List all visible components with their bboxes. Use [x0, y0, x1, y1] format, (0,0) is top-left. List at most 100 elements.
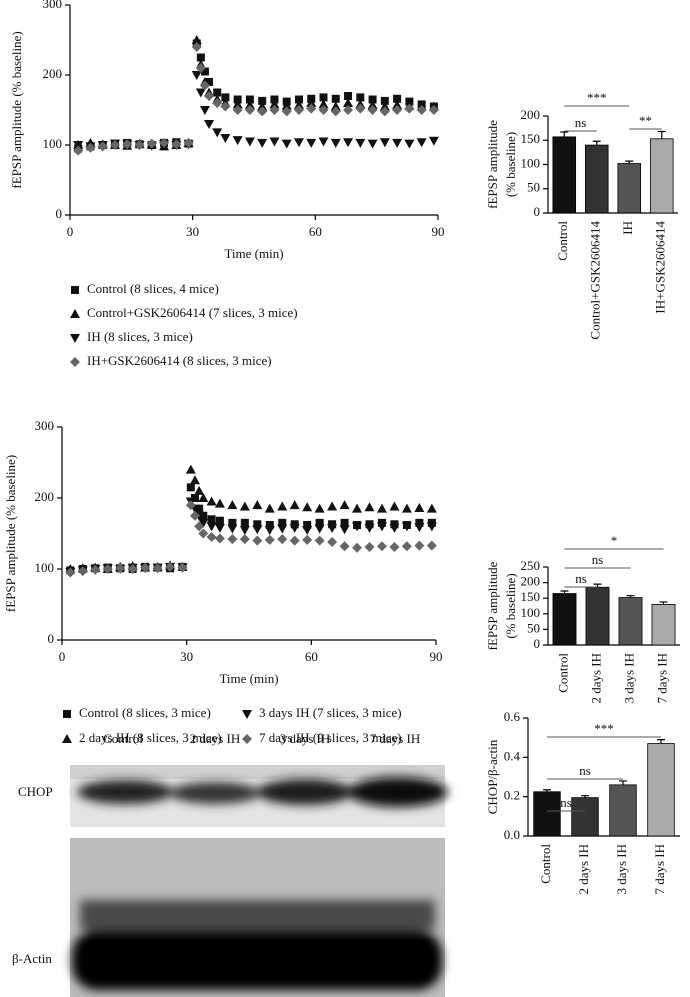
- error-bar: [560, 131, 569, 137]
- y-axis-label: (% baseline): [503, 573, 518, 638]
- x-tick-label: 90: [430, 649, 443, 664]
- data-point: [416, 138, 427, 148]
- data-point: [206, 522, 217, 532]
- data-point: [257, 106, 268, 117]
- data-point: [331, 94, 340, 103]
- x-tick-label: 60: [309, 224, 322, 239]
- data-point: [339, 541, 350, 552]
- significance-label: ns: [575, 115, 587, 130]
- lane-label: Control: [103, 731, 143, 746]
- legend-label: Control+GSK2606414 (7 slices, 3 mice): [87, 305, 298, 320]
- data-point: [244, 137, 255, 147]
- data-point: [318, 105, 329, 115]
- data-point: [340, 518, 349, 527]
- legend-label: 2 days IH (8 slices, 3 mice): [79, 730, 222, 745]
- data-point: [200, 67, 209, 76]
- lane-label: 3 days IH: [280, 731, 331, 746]
- data-point: [281, 139, 292, 149]
- data-point: [264, 503, 275, 513]
- data-point: [389, 501, 400, 511]
- data-point: [257, 101, 268, 111]
- data-point: [214, 533, 225, 544]
- data-point: [214, 498, 225, 508]
- bar: [552, 136, 577, 214]
- data-point: [355, 138, 366, 148]
- legend-marker: [70, 357, 80, 367]
- data-point: [380, 96, 389, 105]
- data-point: [212, 98, 223, 108]
- legend-marker: [71, 286, 79, 294]
- data-point: [213, 88, 222, 97]
- data-point: [294, 95, 303, 104]
- data-point: [252, 525, 263, 535]
- y-tick-label: 0.2: [504, 788, 520, 803]
- x-tick-label: 3 days IH: [621, 653, 636, 704]
- y-tick-label: 0: [56, 206, 63, 221]
- data-point: [376, 522, 387, 532]
- error-bar: [543, 789, 551, 792]
- y-tick-label: 100: [35, 560, 55, 575]
- data-point: [364, 502, 375, 512]
- y-tick-label: 0.0: [504, 827, 520, 842]
- data-point: [293, 138, 304, 148]
- bar: [651, 604, 676, 646]
- data-point: [199, 106, 210, 115]
- x-tick-label: Control: [555, 221, 570, 261]
- bar: [649, 138, 674, 214]
- data-point: [330, 106, 341, 117]
- data-point: [277, 524, 288, 534]
- x-tick-label: Control+GSK2606414: [588, 221, 603, 340]
- data-point: [252, 500, 263, 510]
- y-tick-label: 0.6: [504, 709, 521, 724]
- significance-label: ***: [587, 90, 607, 105]
- data-point: [318, 137, 329, 147]
- data-point: [293, 105, 304, 115]
- data-point: [404, 103, 415, 114]
- data-point: [269, 99, 280, 109]
- y-tick-label: 0: [534, 204, 541, 219]
- data-point: [352, 522, 363, 532]
- row-label: β-Actin: [12, 951, 52, 966]
- data-point: [205, 78, 214, 86]
- data-point: [73, 141, 84, 150]
- y-axis-label: fEPSP amplitude (% baseline): [3, 455, 18, 612]
- data-point: [392, 138, 403, 148]
- data-point: [240, 518, 249, 527]
- western-blot: Control 2 days IH 3 days IH 7 days IH CH…: [12, 731, 448, 997]
- data-point: [289, 523, 300, 533]
- data-point: [319, 93, 328, 102]
- data-point: [227, 524, 238, 534]
- data-point: [303, 520, 312, 529]
- data-point: [185, 500, 196, 511]
- error-bar: [626, 595, 635, 598]
- x-axis-label: Time (min): [224, 246, 283, 261]
- data-point: [389, 523, 400, 533]
- data-point: [414, 540, 425, 551]
- data-point: [379, 138, 390, 148]
- x-tick-label: 90: [432, 224, 445, 239]
- data-point: [367, 100, 378, 110]
- axis: [61, 427, 436, 641]
- error-bar: [560, 590, 569, 594]
- significance-label: *: [611, 533, 618, 548]
- x-tick-label: 30: [180, 649, 193, 664]
- data-point: [277, 534, 288, 545]
- significance-label: ns: [592, 552, 604, 567]
- actin-bands: [72, 900, 442, 990]
- x-tick-label: 2 days IH: [576, 844, 591, 895]
- significance-label: **: [639, 113, 652, 128]
- data-point: [195, 504, 204, 513]
- error-bar: [581, 795, 589, 798]
- bar: [609, 784, 637, 837]
- data-point: [327, 501, 338, 511]
- data-point: [73, 145, 84, 156]
- y-tick-label: 100: [43, 136, 63, 151]
- data-point: [90, 564, 101, 575]
- data-point: [258, 96, 267, 105]
- y-tick-label: 200: [521, 574, 541, 589]
- data-point: [186, 483, 195, 492]
- x-tick-label: 7 days IH: [652, 844, 667, 895]
- legend-label: 7 days IH (9 slices, 3 mice): [259, 730, 402, 745]
- legend-label: IH+GSK2606414 (8 slices, 3 mice): [87, 353, 272, 368]
- data-point: [277, 501, 288, 511]
